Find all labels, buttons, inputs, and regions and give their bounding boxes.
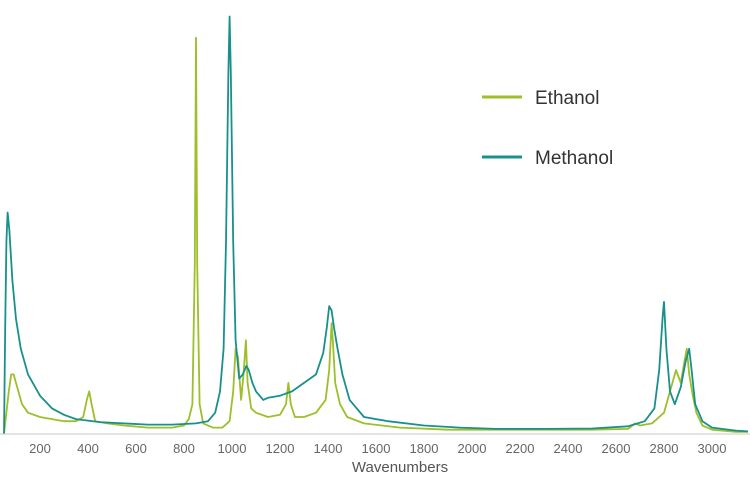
x-tick-label: 2600 bbox=[602, 441, 631, 456]
x-tick-label: 2200 bbox=[506, 441, 535, 456]
x-tick-label: 400 bbox=[77, 441, 99, 456]
x-tick-label: 800 bbox=[173, 441, 195, 456]
legend: Ethanol Methanol bbox=[482, 88, 613, 169]
x-tick-label: 2800 bbox=[650, 441, 679, 456]
x-tick-label: 3000 bbox=[698, 441, 727, 456]
x-tick-label: 600 bbox=[125, 441, 147, 456]
x-tick-label: 1800 bbox=[410, 441, 439, 456]
legend-label-methanol: Methanol bbox=[535, 148, 613, 169]
legend-label-ethanol: Ethanol bbox=[535, 88, 599, 109]
x-tick-label: 1200 bbox=[266, 441, 295, 456]
x-tick-label: 200 bbox=[29, 441, 51, 456]
series-line-ethanol bbox=[3, 36, 748, 435]
series-line-methanol bbox=[3, 15, 749, 435]
x-tick-label: 1400 bbox=[314, 441, 343, 456]
x-tick-labels: 200 400 600 800 1000 1200 1400 1600 1800 2000 2200… bbox=[29, 441, 726, 456]
series-layer bbox=[3, 15, 749, 435]
x-tick-label: 2000 bbox=[458, 441, 487, 456]
x-tick-label: 2400 bbox=[554, 441, 583, 456]
x-axis-title: Wavenumbers bbox=[352, 459, 448, 476]
x-tick-label: 1000 bbox=[218, 441, 247, 456]
x-tick-label: 1600 bbox=[362, 441, 391, 456]
